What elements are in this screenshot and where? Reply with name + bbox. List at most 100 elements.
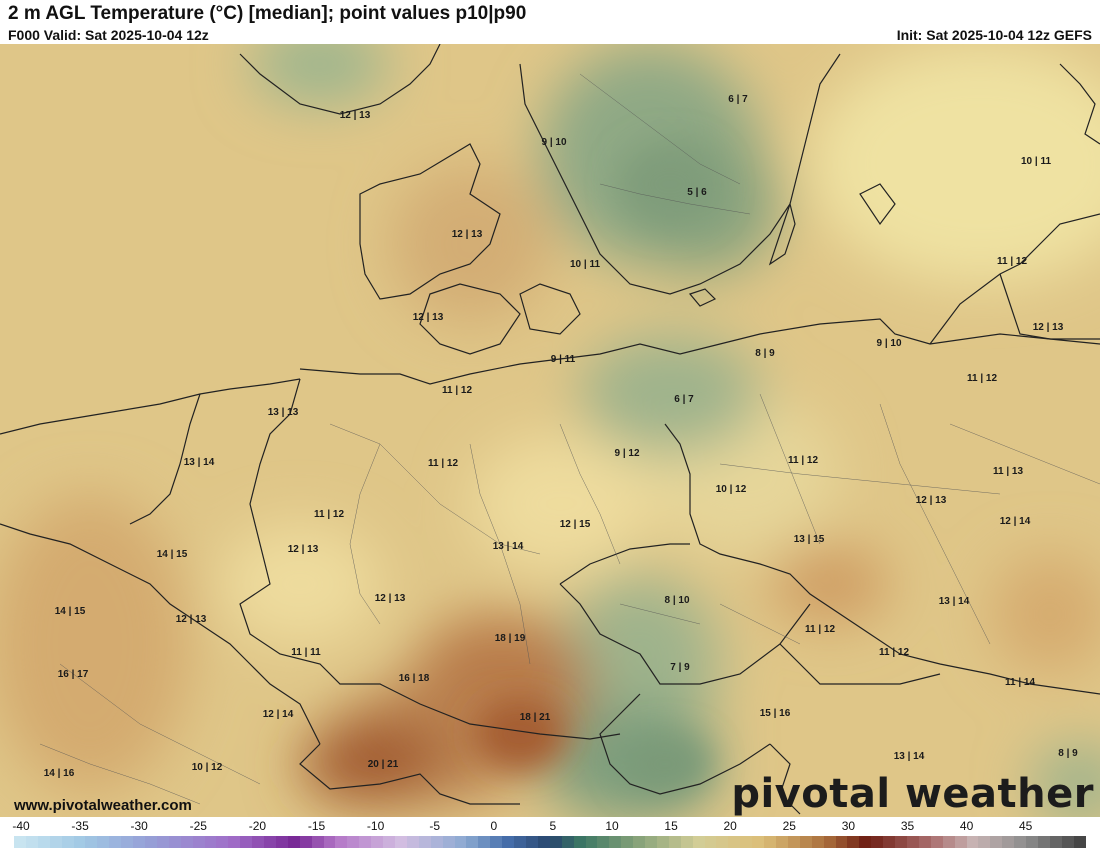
point-value-label: 13 | 15 xyxy=(793,534,825,545)
point-value-label: 11 | 12 xyxy=(878,647,910,658)
colorbar-segment xyxy=(633,836,646,848)
colorbar-segment xyxy=(395,836,407,848)
colorbar-segment xyxy=(73,836,86,848)
colorbar-segment xyxy=(942,836,955,848)
colorbar-segment xyxy=(728,836,741,848)
point-value-label: 14 | 15 xyxy=(156,549,188,560)
point-value-label: 11 | 12 xyxy=(996,256,1028,267)
site-url: www.pivotalweather.com xyxy=(14,797,192,814)
colorbar-segment xyxy=(561,836,574,848)
colorbar-tick: 35 xyxy=(900,819,915,833)
colorbar-segment xyxy=(978,836,991,848)
colorbar-segment xyxy=(490,836,503,848)
colorbar-segment xyxy=(1037,836,1050,848)
colorbar: -40 -35 -30 -25 -20 -15 -10 -5 0 5 10 15 20 25 30 35 40 4… xyxy=(0,817,1100,850)
init-time: Init: Sat 2025-10-04 12z GEFS xyxy=(896,27,1092,43)
point-value-label: 11 | 12 xyxy=(441,385,473,396)
colorbar-segment xyxy=(704,836,717,848)
colorbar-segment xyxy=(323,836,336,848)
point-value-label: 12 | 13 xyxy=(339,110,371,121)
point-value-label: 12 | 13 xyxy=(374,593,406,604)
map-title: 2 m AGL Temperature (°C) [median]; point… xyxy=(8,3,527,24)
colorbar-segment xyxy=(668,836,681,848)
point-value-label: 11 | 12 xyxy=(313,509,345,520)
point-value-label: 13 | 14 xyxy=(492,541,524,552)
colorbar-segment xyxy=(478,836,491,848)
colorbar-segment xyxy=(811,836,824,848)
colorbar-segment xyxy=(371,836,384,848)
colorbar-segment xyxy=(609,836,622,848)
colorbar-tick: -20 xyxy=(248,819,267,833)
colorbar-segment xyxy=(537,836,550,848)
colorbar-segment xyxy=(680,836,693,848)
colorbar-segment xyxy=(121,836,134,848)
colorbar-segment xyxy=(990,836,1003,848)
colorbar-segment xyxy=(168,836,181,848)
colorbar-segment xyxy=(514,836,526,848)
point-value-label: 11 | 12 xyxy=(427,458,459,469)
point-value-label: 12 | 15 xyxy=(559,519,591,530)
point-value-label: 12 | 14 xyxy=(262,709,294,720)
colorbar-tick: 10 xyxy=(605,819,619,833)
point-value-label: 7 | 9 xyxy=(670,662,690,673)
colorbar-segment xyxy=(764,836,776,848)
colorbar-segment xyxy=(85,836,98,848)
colorbar-segment xyxy=(525,836,538,848)
point-value-label: 9 | 10 xyxy=(541,137,567,148)
point-value-label: 14 | 15 xyxy=(54,606,86,617)
point-value-label: 18 | 21 xyxy=(519,712,551,723)
point-value-label: 13 | 14 xyxy=(183,457,215,468)
colorbar-segment xyxy=(1026,836,1038,848)
colorbar-segment xyxy=(192,836,205,848)
point-value-label: 8 | 10 xyxy=(664,595,690,606)
point-value-label: 11 | 12 xyxy=(966,373,998,384)
point-value-label: 12 | 13 xyxy=(412,312,444,323)
colorbar-segment xyxy=(1014,836,1027,848)
map-header: 2 m AGL Temperature (°C) [median]; point… xyxy=(0,0,1100,44)
colorbar-segment xyxy=(383,836,395,848)
point-value-label: 18 | 19 xyxy=(494,633,526,644)
colorbar-segment xyxy=(585,836,598,848)
colorbar-segment xyxy=(823,836,836,848)
colorbar-segment xyxy=(228,836,241,848)
temperature-map[interactable]: 12 | 13 6 | 7 9 | 10 5 | 6 10 | 11 12 | 13 10 … xyxy=(0,44,1100,817)
point-value-label: 9 | 12 xyxy=(614,448,640,459)
colorbar-segment xyxy=(61,836,74,848)
colorbar-segment xyxy=(14,836,26,848)
colorbar-segment xyxy=(1061,836,1074,848)
colorbar-tick: -15 xyxy=(307,819,326,833)
colorbar-tick: 30 xyxy=(841,819,856,833)
colorbar-segment xyxy=(430,836,443,848)
colorbar-segment xyxy=(156,836,169,848)
colorbar-segment xyxy=(621,836,634,848)
colorbar-segment xyxy=(406,836,419,848)
colorbar-tick-labels: -40 -35 -30 -25 -20 -15 -10 -5 0 5 10 15 20 25 30 35 40 4… xyxy=(0,819,1100,833)
colorbar-segment xyxy=(752,836,765,848)
colorbar-segment xyxy=(252,836,265,848)
point-value-label: 13 | 14 xyxy=(938,596,970,607)
colorbar-segment xyxy=(895,836,907,848)
colorbar-tick: 40 xyxy=(959,819,974,833)
point-value-label: 12 | 13 xyxy=(915,495,947,506)
colorbar-segment xyxy=(466,836,479,848)
colorbar-segment xyxy=(883,836,896,848)
point-value-label: 12 | 13 xyxy=(1032,322,1064,333)
colorbar-segment xyxy=(335,836,348,848)
point-value-label: 12 | 13 xyxy=(175,614,207,625)
point-value-label: 14 | 16 xyxy=(43,768,75,779)
colorbar-segment xyxy=(502,836,515,848)
point-value-label: 10 | 12 xyxy=(191,762,223,773)
colorbar-segment xyxy=(573,836,586,848)
colorbar-segment xyxy=(25,836,38,848)
point-value-label: 5 | 6 xyxy=(687,187,707,198)
colorbar-segment xyxy=(347,836,360,848)
colorbar-tick: 45 xyxy=(1019,819,1033,833)
colorbar-segment xyxy=(740,836,753,848)
point-value-label: 6 | 7 xyxy=(728,94,748,105)
point-value-label: 16 | 18 xyxy=(398,673,430,684)
colorbar-segment xyxy=(799,836,812,848)
colorbar-segment xyxy=(549,836,562,848)
colorbar-segment xyxy=(656,836,669,848)
colorbar-segment xyxy=(287,836,300,848)
colorbar-segment xyxy=(871,836,884,848)
